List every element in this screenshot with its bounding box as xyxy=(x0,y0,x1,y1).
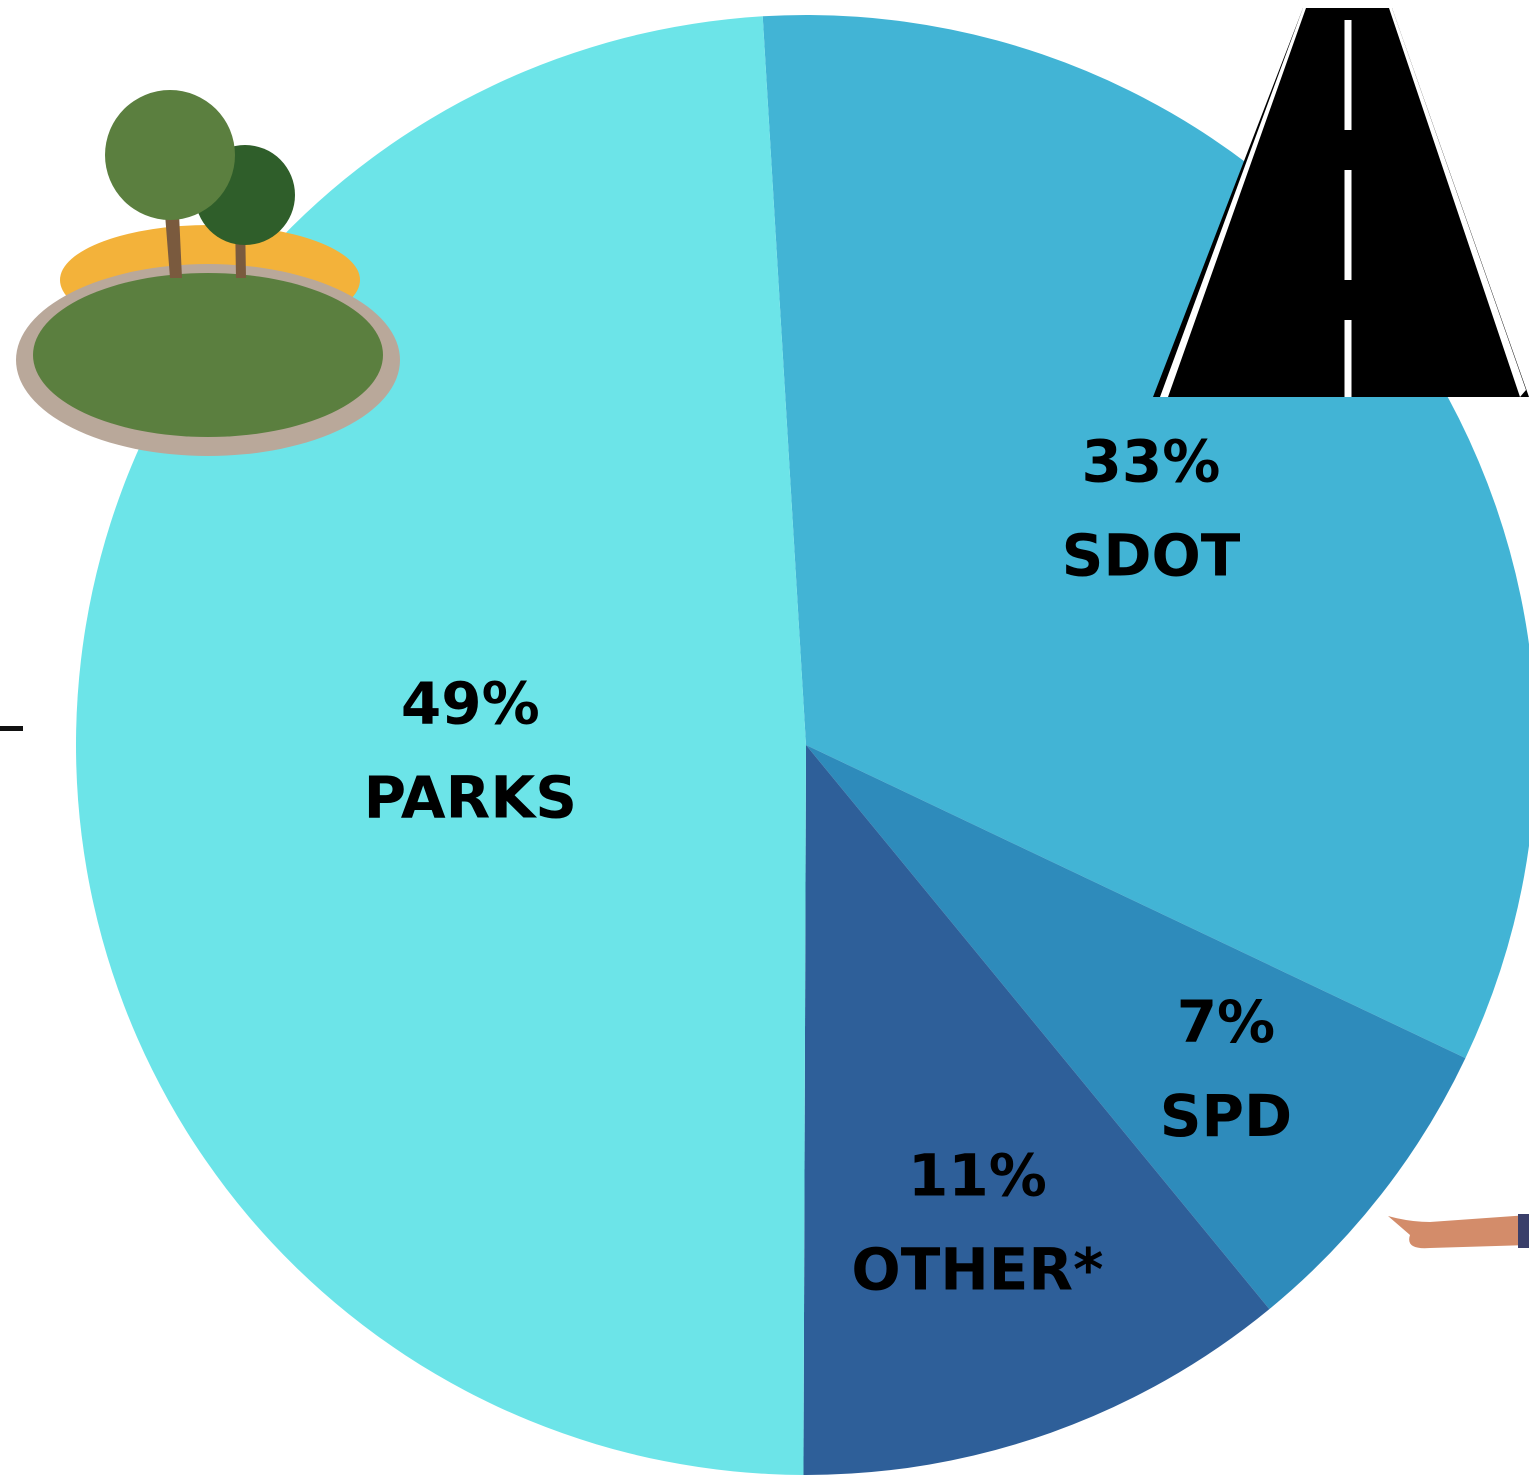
category-label: SDOT xyxy=(1062,521,1241,589)
value-label: 49% xyxy=(401,669,540,737)
chart: 33% SDOT 7% SPD 11% OTHER* 49% PARKS xyxy=(0,0,1529,1475)
value-label: 33% xyxy=(1082,427,1221,495)
category-label: SPD xyxy=(1160,1082,1292,1150)
page: 33%SDOT7%SPD11%OTHER*49%PARKS (() => { c… xyxy=(0,0,1529,1475)
value-label: 7% xyxy=(1177,988,1275,1056)
value-label: 11% xyxy=(908,1142,1047,1210)
category-label: PARKS xyxy=(364,763,577,831)
park-illustration xyxy=(16,90,400,456)
hand-illustration xyxy=(1388,1214,1529,1248)
category-label: OTHER* xyxy=(851,1236,1103,1304)
decoration xyxy=(0,726,23,731)
